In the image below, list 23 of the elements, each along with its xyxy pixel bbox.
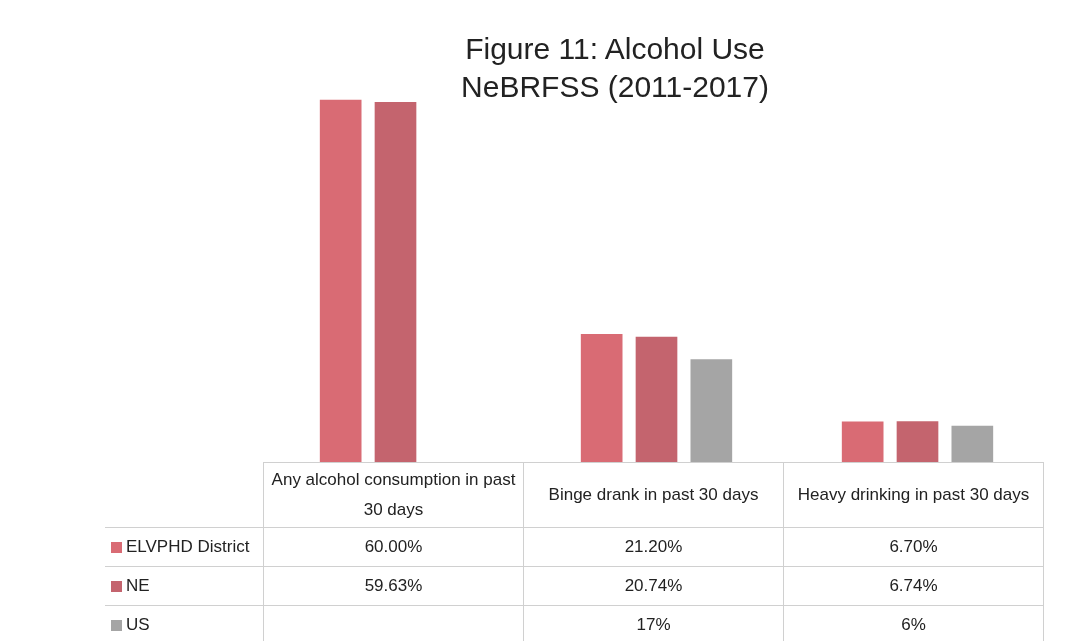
bar bbox=[374, 101, 417, 462]
x-tick-label: Binge drank in past 30 days bbox=[523, 462, 784, 528]
data-label: 6.74% bbox=[783, 566, 1044, 606]
data-label: 17% bbox=[523, 605, 784, 641]
chart-title: Figure 11: Alcohol Use NeBRFSS (2011-2017) bbox=[460, 31, 770, 105]
data-label: 6.70% bbox=[783, 527, 1044, 567]
bar bbox=[635, 336, 678, 462]
x-tick-label: Heavy drinking in past 30 days bbox=[783, 462, 1044, 528]
bar bbox=[319, 99, 362, 462]
bar bbox=[690, 359, 733, 462]
legend-label: US bbox=[105, 605, 264, 641]
bar bbox=[580, 333, 623, 462]
legend-label: NE bbox=[105, 566, 264, 606]
data-label: 59.63% bbox=[263, 566, 524, 606]
data-label: 60.00% bbox=[263, 527, 524, 567]
bar bbox=[896, 421, 939, 462]
legend-label: ELVPHD District bbox=[105, 527, 264, 567]
x-tick-label: Any alcohol consumption in past 30 days bbox=[263, 462, 524, 528]
bar bbox=[841, 421, 884, 462]
bar bbox=[951, 425, 994, 462]
data-label: 20.74% bbox=[523, 566, 784, 606]
data-label: 21.20% bbox=[523, 527, 784, 567]
data-label: 6% bbox=[783, 605, 1044, 641]
